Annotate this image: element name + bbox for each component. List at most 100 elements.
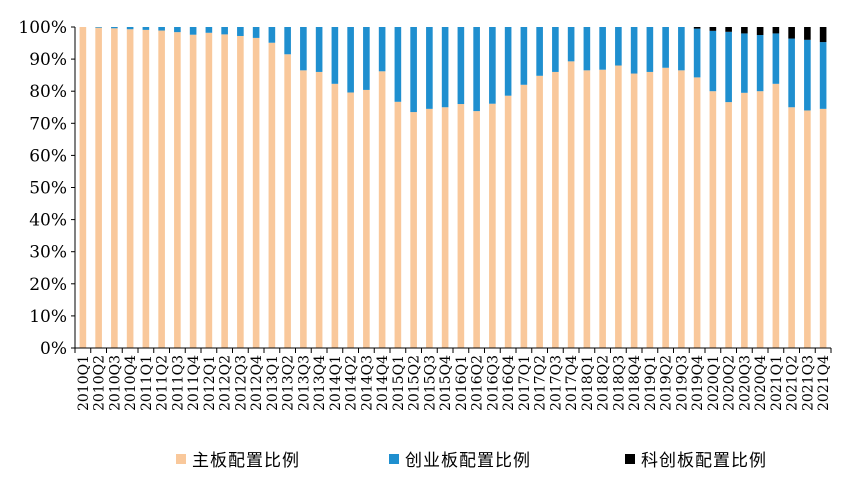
x-tick-label: 2019Q3 (674, 355, 690, 411)
x-tick-label: 2013Q3 (296, 355, 312, 411)
legend-label-main-board: 主板配置比例 (192, 451, 300, 471)
bar-segment-s0-2017Q3 (552, 71, 559, 348)
bar-segment-s1-2012Q1 (205, 27, 213, 33)
y-tick-label: 60% (29, 146, 67, 166)
x-tick-label: 2017Q1 (517, 355, 533, 411)
x-tick-label: 2016Q3 (485, 355, 501, 411)
bar-segment-s1-2016Q4 (504, 27, 512, 96)
bar-segment-s1-2012Q2 (221, 27, 228, 35)
bar-segment-s2-2020Q4 (756, 27, 764, 36)
bar-segment-s0-2020Q4 (756, 91, 764, 348)
x-tick-label: 2013Q1 (265, 355, 281, 411)
x-tick-label: 2013Q4 (312, 355, 328, 411)
bar-segment-s0-2014Q2 (347, 92, 354, 348)
bar-segment-s1-2015Q1 (394, 27, 402, 102)
x-tick-label: 2015Q2 (407, 355, 423, 411)
x-tick-label: 2018Q4 (627, 355, 643, 411)
bar-segment-s2-2020Q2 (725, 27, 732, 32)
bar-segment-s0-2013Q3 (300, 70, 307, 349)
bar-segment-s0-2012Q1 (205, 32, 213, 348)
bar-segment-s1-2013Q3 (300, 27, 307, 71)
x-tick-label: 2020Q1 (706, 355, 722, 411)
bar-segment-s1-2015Q3 (426, 27, 433, 109)
bar-segment-s2-2020Q3 (741, 27, 748, 34)
bar-segment-s2-2021Q2 (788, 27, 795, 39)
x-tick-label: 2018Q3 (611, 355, 627, 411)
bar-segment-s0-2013Q1 (268, 42, 276, 348)
bar-segment-s0-2013Q2 (284, 54, 291, 348)
bar-segment-s0-2019Q3 (678, 70, 685, 349)
bar-segment-s1-2019Q2 (662, 27, 669, 68)
y-tick-label: 70% (29, 114, 67, 134)
bar-segment-s0-2010Q2 (95, 27, 102, 349)
bar-segment-s1-2018Q4 (630, 27, 638, 74)
x-tick-label: 2019Q1 (643, 355, 659, 411)
x-tick-label: 2015Q4 (438, 355, 454, 411)
legend: 主板配置比例 创业板配置比例 科创板配置比例 (0, 446, 866, 474)
x-tick-label: 2019Q4 (690, 355, 706, 411)
bar-segment-s0-2015Q2 (410, 112, 417, 348)
bar-segment-s1-2013Q4 (315, 27, 323, 72)
y-tick-label: 50% (29, 179, 67, 199)
x-tick-label: 2011Q4 (186, 355, 202, 411)
bar-segment-s0-2018Q4 (630, 73, 638, 349)
bar-segment-s0-2021Q3 (804, 110, 811, 349)
bar-segment-s1-2017Q3 (552, 27, 559, 72)
bar-segment-s1-2012Q4 (252, 27, 260, 38)
bar-segment-s1-2020Q4 (756, 35, 764, 92)
bar-segment-s0-2018Q3 (615, 65, 622, 349)
bar-segment-s1-2019Q3 (678, 27, 685, 71)
bar-segment-s1-2016Q2 (473, 27, 480, 112)
bar-segment-s2-2019Q4 (693, 27, 701, 29)
bar-segment-s1-2021Q4 (819, 42, 827, 109)
x-tick-label: 2017Q3 (548, 355, 564, 411)
x-tick-label: 2014Q3 (359, 355, 375, 411)
bar-segment-s0-2016Q2 (473, 111, 480, 349)
legend-item-star-market: 科创板配置比例 (625, 446, 767, 471)
bar-segment-s0-2012Q4 (252, 37, 260, 348)
x-tick-label: 2021Q1 (769, 355, 785, 411)
bar-segment-s1-2020Q2 (725, 31, 732, 103)
bar-segment-s0-2019Q4 (693, 77, 701, 348)
x-tick-label: 2012Q2 (218, 355, 234, 411)
x-tick-label: 2017Q2 (533, 355, 549, 411)
bar-segment-s1-2017Q1 (520, 27, 528, 85)
bar-segment-s1-2019Q4 (693, 28, 701, 78)
bar-segment-s0-2018Q1 (583, 70, 591, 349)
legend-label-chinext: 创业板配置比例 (405, 451, 531, 471)
x-axis: 2010Q1 2010Q2 2010Q3 2010Q4 2011Q1 2011Q2 2011… (74, 347, 832, 411)
legend-label-star-market: 科创板配置比例 (641, 451, 767, 471)
bar-segment-s2-2020Q1 (709, 27, 717, 31)
bar-segment-s1-2018Q1 (583, 27, 591, 71)
legend-swatch-main-board (176, 453, 186, 464)
y-tick-label: 40% (29, 211, 67, 231)
bar-segment-s0-2010Q3 (111, 28, 118, 349)
bar-segment-s0-2021Q1 (772, 83, 780, 348)
bar-segment-s1-2013Q2 (284, 27, 291, 55)
bar-segment-s0-2020Q2 (725, 102, 732, 348)
x-tick-label: 2018Q2 (596, 355, 612, 411)
bar-segment-s1-2014Q1 (331, 27, 339, 84)
x-tick-label: 2014Q4 (375, 355, 391, 411)
x-tick-label: 2010Q1 (76, 355, 92, 411)
bar-segment-s0-2020Q1 (709, 91, 717, 348)
bar-segment-s0-2018Q2 (599, 69, 606, 349)
bar-segment-s0-2010Q4 (126, 29, 134, 348)
y-tick-label: 30% (29, 243, 67, 263)
bar-segment-s1-2012Q3 (237, 27, 244, 36)
bar-segment-s1-2019Q1 (646, 27, 654, 72)
bar-segment-s1-2018Q3 (615, 27, 622, 66)
bar-segment-s1-2010Q2 (95, 27, 102, 28)
bar-segment-s1-2017Q2 (536, 27, 543, 76)
bar-segment-s1-2011Q3 (174, 27, 181, 33)
x-tick-label: 2011Q2 (155, 355, 171, 411)
bar-segment-s1-2021Q1 (772, 33, 780, 84)
y-tick-label: 10% (29, 307, 67, 327)
bar-segment-s1-2011Q2 (158, 27, 165, 31)
legend-item-chinext: 创业板配置比例 (389, 446, 531, 471)
bar-segment-s0-2014Q3 (363, 89, 370, 348)
bar-segment-s0-2019Q2 (662, 67, 669, 348)
bar-segment-s1-2011Q4 (189, 27, 197, 35)
bar-segment-s0-2019Q1 (646, 71, 654, 348)
